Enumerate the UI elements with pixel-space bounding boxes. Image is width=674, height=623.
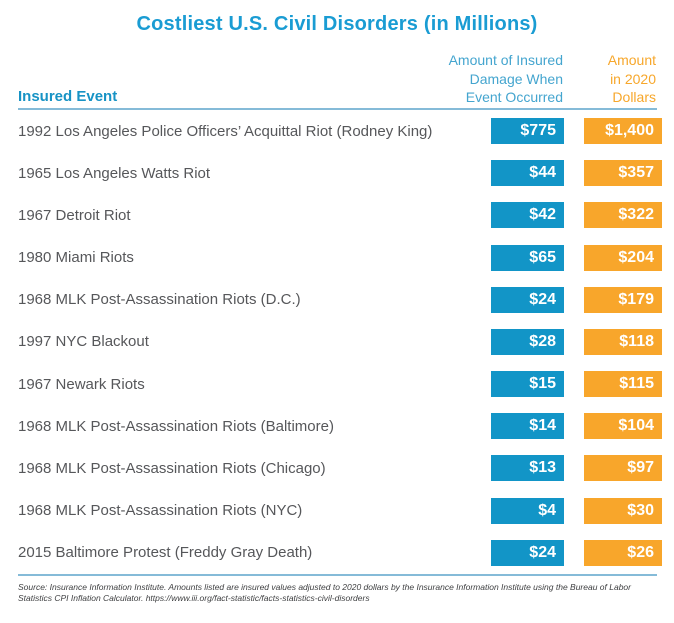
- header-divider-line: [18, 108, 657, 110]
- occurred-value-badge: $42: [491, 202, 564, 229]
- table-row: 1968 MLK Post-Assassination Riots (NYC) …: [18, 490, 662, 532]
- occurred-value-badge: $65: [491, 244, 564, 271]
- occurred-value-badge: $14: [491, 413, 564, 440]
- adjusted-value-badge: $115: [584, 371, 662, 398]
- table-row: 1968 MLK Post-Assassination Riots (Balti…: [18, 405, 662, 447]
- adjusted-value-badge: $97: [584, 455, 662, 482]
- adjusted-value-badge: $26: [584, 539, 662, 566]
- footer-divider-line: [18, 574, 657, 576]
- event-label: 2015 Baltimore Protest (Freddy Gray Deat…: [18, 544, 313, 562]
- table-row: 1968 MLK Post-Assassination Riots (Chica…: [18, 447, 662, 489]
- source-note-line1: Source: Insurance Information Institute.…: [18, 582, 631, 592]
- column-header-occurred-line2: Damage When: [469, 70, 563, 87]
- table-row: 1980 Miami Riots $65 $204: [18, 237, 662, 279]
- page-title: Costliest U.S. Civil Disorders (in Milli…: [136, 13, 538, 35]
- table-row: 1967 Detroit Riot $42 $322: [18, 194, 662, 236]
- column-header-occurred: Amount of Insured Damage When Event Occu…: [449, 51, 563, 107]
- table-row: 1992 Los Angeles Police Officers’ Acquit…: [18, 110, 662, 152]
- adjusted-value-badge: $204: [584, 244, 662, 271]
- event-label: 1967 Detroit Riot: [18, 206, 131, 224]
- event-label: 1965 Los Angeles Watts Riot: [18, 164, 211, 182]
- occurred-value-badge: $13: [491, 455, 564, 482]
- column-header-occurred-line1: Amount of Insured: [448, 52, 563, 68]
- event-label: 1968 MLK Post-Assassination Riots (Balti…: [18, 417, 334, 435]
- event-label: 1968 MLK Post-Assassination Riots (D.C.): [18, 291, 301, 309]
- column-header-2020-line3: Dollars: [612, 89, 656, 105]
- table-row: 1997 NYC Blackout $28 $118: [18, 321, 662, 363]
- event-label: 1968 MLK Post-Assassination Riots (NYC): [18, 502, 303, 520]
- event-label: 1980 Miami Riots: [18, 249, 134, 267]
- adjusted-value-badge: $1,400: [584, 118, 662, 145]
- column-header-2020-line1: Amount: [607, 52, 656, 68]
- source-note: Source: Insurance Information Institute.…: [18, 582, 654, 604]
- adjusted-value-badge: $322: [584, 202, 662, 229]
- table-row: 1968 MLK Post-Assassination Riots (D.C.)…: [18, 279, 662, 321]
- occurred-value-badge: $15: [491, 371, 564, 398]
- occurred-value-badge: $4: [491, 497, 564, 524]
- table-row: 1965 Los Angeles Watts Riot $44 $357: [18, 152, 662, 194]
- source-note-line2: Statistics CPI Inflation Calculator. htt…: [18, 593, 370, 603]
- column-header-insured-event: Insured Event: [18, 88, 118, 105]
- column-header-occurred-line3: Event Occurred: [465, 89, 563, 105]
- table-row: 2015 Baltimore Protest (Freddy Gray Deat…: [18, 532, 662, 574]
- adjusted-value-badge: $104: [584, 413, 662, 440]
- event-label: 1992 Los Angeles Police Officers’ Acquit…: [18, 122, 433, 140]
- event-label: 1997 NYC Blackout: [18, 333, 149, 351]
- event-label: 1968 MLK Post-Assassination Riots (Chica…: [18, 459, 326, 477]
- adjusted-value-badge: $179: [584, 286, 662, 313]
- table-body: 1992 Los Angeles Police Officers’ Acquit…: [18, 110, 662, 574]
- adjusted-value-badge: $30: [584, 497, 662, 524]
- occurred-value-badge: $775: [491, 118, 564, 145]
- adjusted-value-badge: $118: [584, 328, 662, 355]
- adjusted-value-badge: $357: [584, 160, 662, 187]
- occurred-value-badge: $28: [491, 328, 564, 355]
- occurred-value-badge: $44: [491, 160, 564, 187]
- column-header-2020-dollars: Amount in 2020 Dollars: [608, 51, 656, 107]
- occurred-value-badge: $24: [491, 286, 564, 313]
- column-header-2020-line2: in 2020: [610, 70, 656, 87]
- table-row: 1967 Newark Riots $15 $115: [18, 363, 662, 405]
- event-label: 1967 Newark Riots: [18, 375, 145, 393]
- occurred-value-badge: $24: [491, 539, 564, 566]
